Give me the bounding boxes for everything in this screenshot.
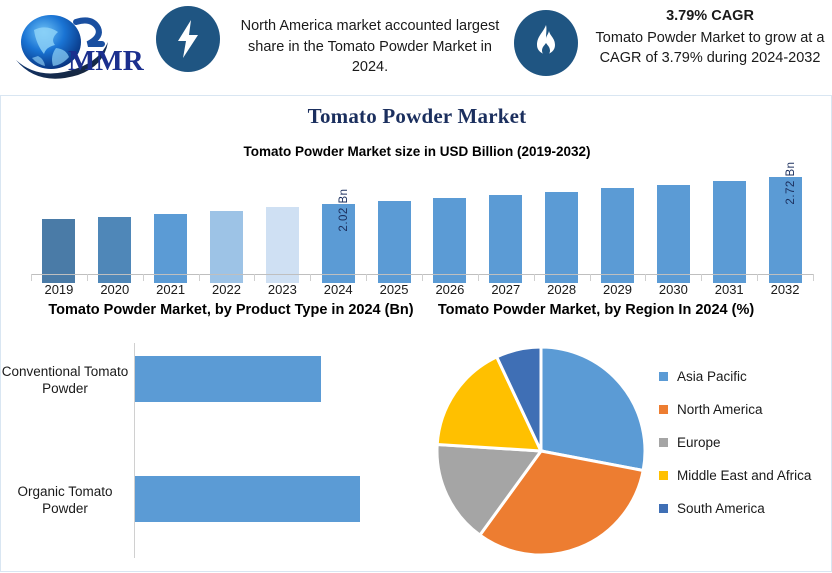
- x-label-2030: 2030: [658, 282, 688, 297]
- pie-slice-north-america: [477, 449, 645, 557]
- product-type-bar: [135, 356, 321, 402]
- product-type-axis: [134, 343, 135, 558]
- legend-swatch: [659, 503, 668, 513]
- pie-slice-middle-east-and-africa: [435, 354, 544, 453]
- product-type-bar-chart: Tomato Powder Market, by Product Type in…: [1, 301, 441, 573]
- x-label-2022: 2022: [212, 282, 241, 297]
- x-tick: [310, 274, 312, 281]
- x-tick: [86, 274, 88, 281]
- region-chart-title: Tomato Powder Market, by Region In 2024 …: [437, 302, 755, 318]
- x-tick: [477, 274, 479, 281]
- bar-2019: [42, 219, 76, 283]
- product-type-bar: [135, 476, 361, 522]
- x-label-2029: 2029: [603, 282, 632, 297]
- x-label-2020: 2020: [100, 282, 130, 297]
- x-label-2032: 2032: [770, 282, 800, 297]
- logo-text: MMR: [68, 45, 145, 77]
- bar-chart-ticks: [31, 274, 814, 282]
- bar-2025: [377, 201, 411, 283]
- product-type-label: Organic Tomato Powder: [17, 484, 113, 516]
- bar-chart-title: Tomato Powder Market size in USD Billion…: [243, 144, 591, 159]
- x-tick: [645, 274, 647, 281]
- legend-item-south-america[interactable]: South America: [659, 495, 811, 521]
- x-label-2021: 2021: [156, 282, 186, 297]
- legend-label: Europe: [677, 434, 721, 450]
- bar-2022: [210, 210, 243, 283]
- cagr-description: Tomato Powder Market to grow at a CAGR o…: [595, 29, 825, 67]
- x-label-2025: 2025: [379, 282, 409, 297]
- header-banner: MMR North America market accounted large…: [0, 0, 832, 95]
- x-label-2024: 2024: [323, 282, 353, 297]
- x-tick: [589, 274, 591, 281]
- x-tick: [366, 274, 368, 281]
- bar-2028: [545, 191, 579, 283]
- x-label-2019: 2019: [44, 282, 74, 297]
- bar-chart-plot-area: 2.02 Bn 2.72 Bn: [31, 161, 813, 283]
- x-tick: [31, 274, 32, 281]
- lightning-bolt-icon: [156, 6, 220, 72]
- region-pie-chart: Tomato Powder Market, by Region In 2024 …: [431, 301, 832, 573]
- pie-slice-south-america: [494, 345, 543, 452]
- legend-swatch: [659, 371, 668, 381]
- header-cagr-block: 3.79% CAGR Tomato Powder Market to grow …: [588, 6, 832, 69]
- page-title: Tomato Powder Market: [307, 104, 527, 128]
- bar-2023: [265, 207, 299, 283]
- legend-label: North America: [677, 401, 763, 417]
- x-label-2031: 2031: [714, 282, 744, 297]
- pie-graphic: [435, 345, 647, 557]
- x-tick: [757, 274, 759, 281]
- x-tick: [701, 274, 703, 281]
- legend-item-europe[interactable]: Europe: [659, 429, 811, 455]
- cagr-value: 3.79% CAGR: [666, 8, 754, 24]
- header-highlight-one: North America market accounted largest s…: [240, 18, 500, 76]
- bar-value-label-2032: 2.72 Bn: [785, 161, 798, 205]
- flame-icon: [514, 10, 578, 76]
- x-tick: [813, 274, 814, 281]
- pie-slice-asia-pacific: [539, 345, 647, 473]
- bar-2027: [489, 194, 523, 283]
- logo-arc: [73, 17, 105, 47]
- x-label-2023: 2023: [267, 282, 297, 297]
- bar-2024: 2.02 Bn: [321, 189, 355, 283]
- legend-item-middle-east-and-africa[interactable]: Middle East and Africa: [659, 462, 811, 488]
- pie-legend: Asia Pacific North America Europe Middle Ea…: [659, 363, 811, 528]
- legend-label: Asia Pacific: [677, 368, 747, 384]
- bar-2031: [712, 180, 746, 283]
- bar-2026: [433, 197, 467, 283]
- legend-swatch: [659, 404, 668, 414]
- logo-swoosh: [16, 42, 108, 79]
- pie-slice-europe: [435, 442, 544, 538]
- x-tick: [198, 274, 200, 281]
- x-tick: [254, 274, 256, 281]
- market-size-bar-chart: Tomato Powder Market size in USD Billion…: [1, 144, 832, 304]
- mmr-logo: MMR: [8, 8, 148, 80]
- infographic-panel: Tomato Powder Market Tomato Powder Marke…: [0, 95, 832, 572]
- globe-icon: [21, 15, 81, 69]
- bar-2021: [154, 213, 188, 283]
- bar-2032: 2.72 Bn: [768, 161, 802, 283]
- bar-2029: [601, 188, 634, 283]
- legend-item-asia-pacific[interactable]: Asia Pacific: [659, 363, 811, 389]
- x-tick: [533, 274, 535, 281]
- x-tick: [142, 274, 144, 281]
- bar-2030: [656, 184, 690, 283]
- x-label-2027: 2027: [491, 282, 521, 297]
- legend-label: Middle East and Africa: [677, 467, 812, 483]
- x-label-2028: 2028: [547, 282, 577, 297]
- bar-value-label-2024: 2.02 Bn: [338, 188, 351, 232]
- bar-2020: [98, 216, 132, 283]
- legend-swatch: [659, 437, 668, 447]
- bar-chart-x-labels: 2019 2020 2021 2022 2023 2024 2025 2026 2027 2028…: [31, 282, 813, 302]
- x-label-2026: 2026: [435, 282, 465, 297]
- legend-item-north-america[interactable]: North America: [659, 396, 811, 422]
- x-tick: [422, 274, 423, 281]
- legend-label: South America: [677, 500, 765, 516]
- legend-swatch: [659, 470, 668, 480]
- product-type-chart-title: Tomato Powder Market, by Product Type in…: [48, 302, 414, 318]
- product-type-label: Conventional Tomato Powder: [1, 364, 129, 396]
